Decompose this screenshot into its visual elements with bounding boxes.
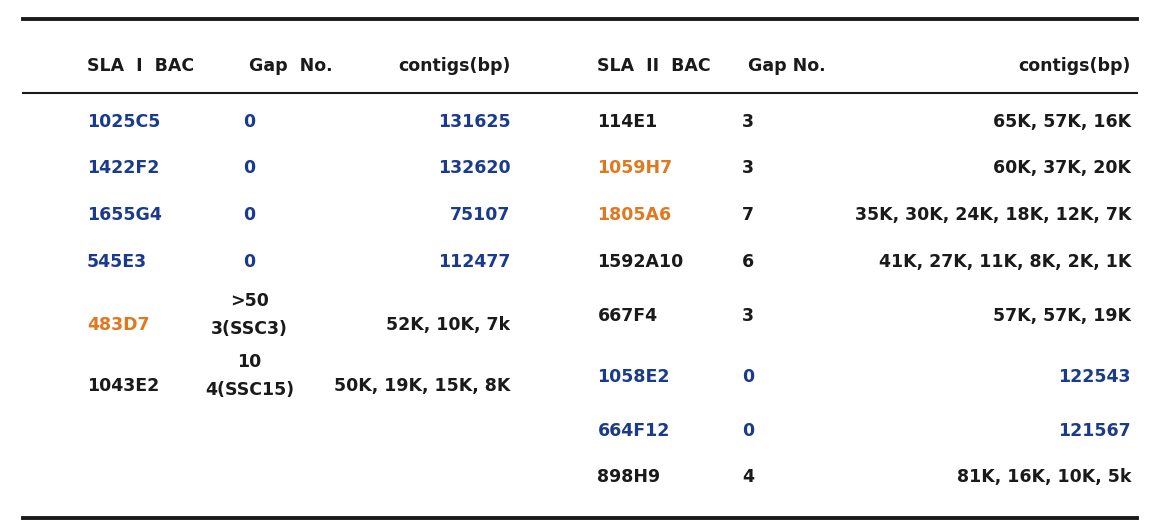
Text: SLA  II  BAC: SLA II BAC [597, 57, 711, 75]
Text: 132620: 132620 [437, 159, 510, 177]
Text: 3(SSC3): 3(SSC3) [211, 320, 288, 338]
Text: 75107: 75107 [450, 206, 510, 224]
Text: 1805A6: 1805A6 [597, 206, 672, 224]
Text: 1422F2: 1422F2 [87, 159, 159, 177]
Text: 41K, 27K, 11K, 8K, 2K, 1K: 41K, 27K, 11K, 8K, 2K, 1K [878, 253, 1131, 271]
Text: 35K, 30K, 24K, 18K, 12K, 7K: 35K, 30K, 24K, 18K, 12K, 7K [855, 206, 1131, 224]
Text: >50: >50 [230, 292, 269, 310]
Text: 1592A10: 1592A10 [597, 253, 683, 271]
Text: 122543: 122543 [1058, 368, 1131, 386]
Text: 0: 0 [244, 113, 255, 131]
Text: 0: 0 [244, 253, 255, 271]
Text: Gap No.: Gap No. [748, 57, 826, 75]
Text: 57K, 57K, 19K: 57K, 57K, 19K [993, 307, 1131, 324]
Text: 7: 7 [742, 206, 754, 224]
Text: 1043E2: 1043E2 [87, 378, 159, 395]
Text: 4(SSC15): 4(SSC15) [205, 381, 293, 399]
Text: 60K, 37K, 20K: 60K, 37K, 20K [993, 159, 1131, 177]
Text: 81K, 16K, 10K, 5k: 81K, 16K, 10K, 5k [957, 468, 1131, 486]
Text: 114E1: 114E1 [597, 113, 658, 131]
Text: 3: 3 [742, 113, 754, 131]
Text: 0: 0 [244, 159, 255, 177]
Text: 898H9: 898H9 [597, 468, 660, 486]
Text: 52K, 10K, 7k: 52K, 10K, 7k [386, 316, 510, 334]
Text: 50K, 19K, 15K, 8K: 50K, 19K, 15K, 8K [334, 378, 510, 395]
Text: contigs(bp): contigs(bp) [398, 57, 510, 75]
Text: 10: 10 [238, 353, 261, 371]
Text: 545E3: 545E3 [87, 253, 147, 271]
Text: 6: 6 [742, 253, 754, 271]
Text: 65K, 57K, 16K: 65K, 57K, 16K [993, 113, 1131, 131]
Text: 1058E2: 1058E2 [597, 368, 670, 386]
Text: 0: 0 [742, 368, 754, 386]
Text: SLA  I  BAC: SLA I BAC [87, 57, 194, 75]
Text: 1025C5: 1025C5 [87, 113, 160, 131]
Text: 0: 0 [742, 422, 754, 440]
Text: 1655G4: 1655G4 [87, 206, 162, 224]
Text: 112477: 112477 [438, 253, 510, 271]
Text: 483D7: 483D7 [87, 316, 150, 334]
Text: 121567: 121567 [1058, 422, 1131, 440]
Text: contigs(bp): contigs(bp) [1018, 57, 1131, 75]
Text: 131625: 131625 [437, 113, 510, 131]
Text: 3: 3 [742, 159, 754, 177]
Text: 1059H7: 1059H7 [597, 159, 673, 177]
Text: 4: 4 [742, 468, 754, 486]
Text: 3: 3 [742, 307, 754, 324]
Text: 664F12: 664F12 [597, 422, 669, 440]
Text: 0: 0 [244, 206, 255, 224]
Text: Gap  No.: Gap No. [249, 57, 333, 75]
Text: 667F4: 667F4 [597, 307, 658, 324]
